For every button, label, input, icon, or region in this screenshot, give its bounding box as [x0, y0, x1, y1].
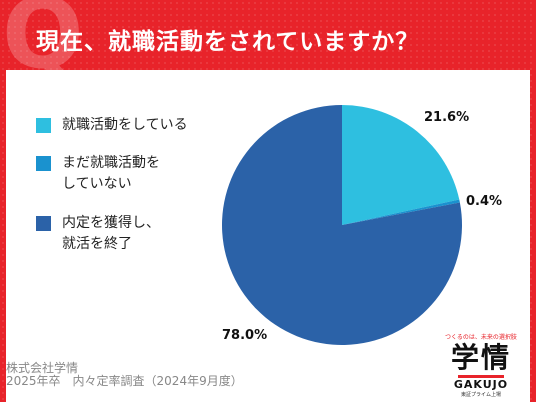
legend-item-active: 就職活動をしている — [36, 115, 262, 136]
source-company: 株式会社学情 — [6, 361, 79, 375]
legend-label: 就職活動をしている — [62, 117, 188, 133]
q-letter: Q — [2, 0, 84, 90]
data-label-not-started: 0.4% — [466, 194, 503, 209]
logo-english: GAKUJO — [453, 378, 509, 391]
legend-label: 就活を終了 — [62, 236, 132, 252]
data-label-finished: 78.0% — [222, 328, 268, 343]
pie-slice-active — [342, 105, 460, 225]
pie-slice-not-started — [342, 199, 460, 225]
logo-sub: 東証プライム上場 — [461, 392, 501, 398]
legend-swatch — [36, 216, 51, 231]
gakujo-logo: つくるのは、未来の選択肢 学情 GAKUJO 東証プライム上場 — [436, 332, 526, 398]
logo-kanji: 学情 — [450, 341, 511, 374]
legend-label: まだ就職活動を — [62, 155, 160, 171]
legend-label: 内定を獲得し、 — [62, 215, 160, 231]
chart-card: 就職活動をしている まだ就職活動を していない 内定を獲得し、 就活を終了 21… — [6, 70, 530, 402]
source-survey: 2025年卒 内々定率調査（2024年9月度） — [6, 374, 243, 388]
logo-bar — [458, 375, 504, 378]
pie-slice-finished — [222, 105, 463, 345]
data-label-active: 21.6% — [424, 110, 470, 125]
legend-item-not-started: まだ就職活動を していない — [36, 153, 262, 195]
legend-label: していない — [62, 176, 132, 192]
page-title: 現在、就職活動をされていますか？ — [36, 29, 420, 55]
logo-tagline: つくるのは、未来の選択肢 — [445, 334, 517, 341]
source-note: 株式会社学情 2025年卒 内々定率調査（2024年9月度） — [6, 362, 243, 388]
legend-item-finished: 内定を獲得し、 就活を終了 — [36, 213, 262, 255]
legend-swatch — [36, 156, 51, 171]
legend-swatch — [36, 118, 51, 133]
pie-chart — [222, 105, 463, 345]
